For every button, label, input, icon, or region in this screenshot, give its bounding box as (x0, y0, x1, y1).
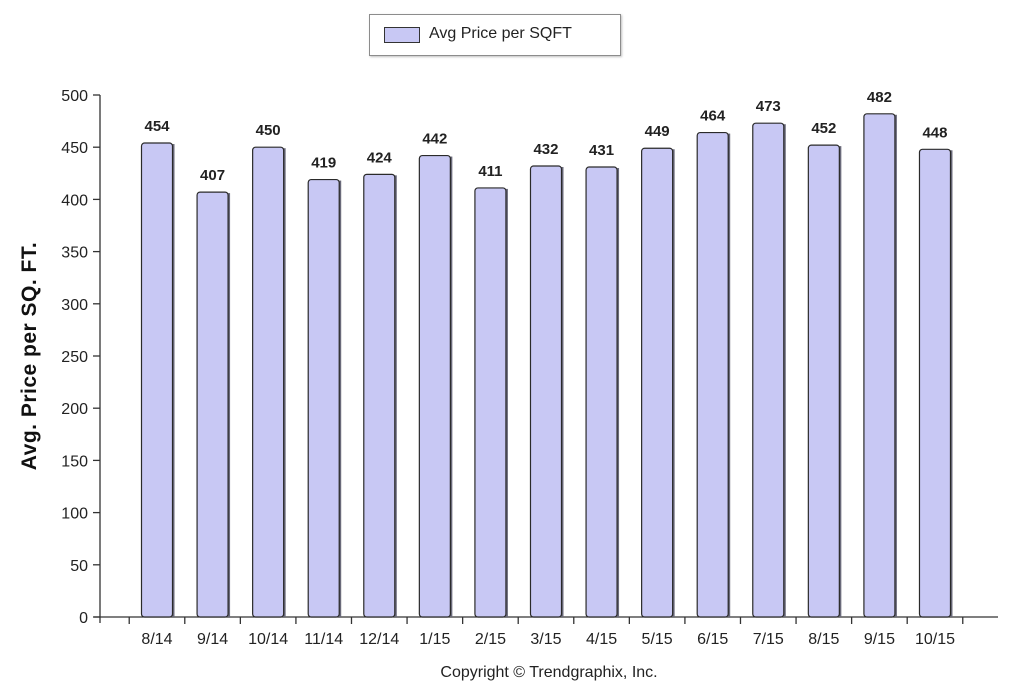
bar-value-label: 424 (367, 149, 393, 166)
bar-value-label: 473 (756, 98, 781, 115)
x-tick-label: 6/15 (697, 631, 728, 648)
x-tick-label: 8/15 (808, 631, 839, 648)
x-tick-label: 10/15 (915, 631, 955, 648)
y-tick-label: 0 (79, 610, 88, 627)
bar (363, 173, 396, 618)
x-tick-label: 8/14 (141, 631, 172, 648)
bar (807, 144, 840, 618)
y-tick-label: 150 (61, 453, 88, 470)
y-tick-label: 400 (61, 192, 88, 209)
bar-value-label: 454 (144, 118, 170, 135)
bar-value-label: 449 (645, 123, 670, 140)
y-tick-label: 450 (61, 140, 88, 157)
bar (863, 113, 896, 618)
bar (196, 191, 229, 618)
y-tick-label: 500 (61, 88, 88, 105)
bar (474, 187, 507, 618)
x-tick-label: 9/15 (864, 631, 895, 648)
bar (307, 178, 340, 618)
bar-value-label: 419 (311, 155, 336, 172)
y-tick-label: 250 (61, 349, 88, 366)
y-tick-label: 200 (61, 401, 88, 418)
bar-value-label: 452 (811, 120, 836, 137)
x-tick-label: 12/14 (359, 631, 399, 648)
x-tick-label: 7/15 (753, 631, 784, 648)
y-tick-label: 300 (61, 297, 88, 314)
bar-value-label: 482 (867, 89, 892, 106)
x-tick-label: 9/14 (197, 631, 228, 648)
x-tick-label: 1/15 (419, 631, 450, 648)
x-tick-label: 3/15 (530, 631, 561, 648)
x-tick-label: 11/14 (304, 631, 343, 648)
bar-value-label: 411 (478, 163, 502, 180)
bar-value-label: 431 (589, 142, 614, 159)
x-tick-label: 10/14 (248, 631, 288, 648)
legend: Avg Price per SQFT (369, 14, 621, 56)
bar (140, 142, 174, 618)
legend-label: Avg Price per SQFT (429, 25, 572, 42)
bar-value-label: 450 (256, 122, 281, 139)
y-tick-label: 350 (61, 245, 88, 262)
y-tick-label: 50 (70, 558, 88, 575)
bar (696, 131, 729, 618)
bar-value-label: 464 (700, 108, 726, 125)
bar (252, 146, 285, 618)
bar (752, 122, 785, 618)
bar (529, 165, 563, 618)
bar (585, 166, 618, 618)
legend-swatch (384, 27, 420, 43)
bar-value-label: 432 (533, 141, 558, 158)
x-tick-label: 2/15 (475, 631, 506, 648)
y-tick-label: 100 (61, 506, 88, 523)
bar (418, 154, 451, 618)
bar-value-label: 448 (922, 124, 947, 141)
bar (641, 147, 674, 618)
bar-value-label: 407 (200, 167, 225, 184)
x-tick-label: 5/15 (642, 631, 673, 648)
copyright-text: Copyright © Trendgraphix, Inc. (440, 664, 658, 681)
bar-value-label: 442 (422, 131, 447, 148)
x-tick-label: 4/15 (586, 631, 617, 648)
bar (918, 148, 952, 618)
